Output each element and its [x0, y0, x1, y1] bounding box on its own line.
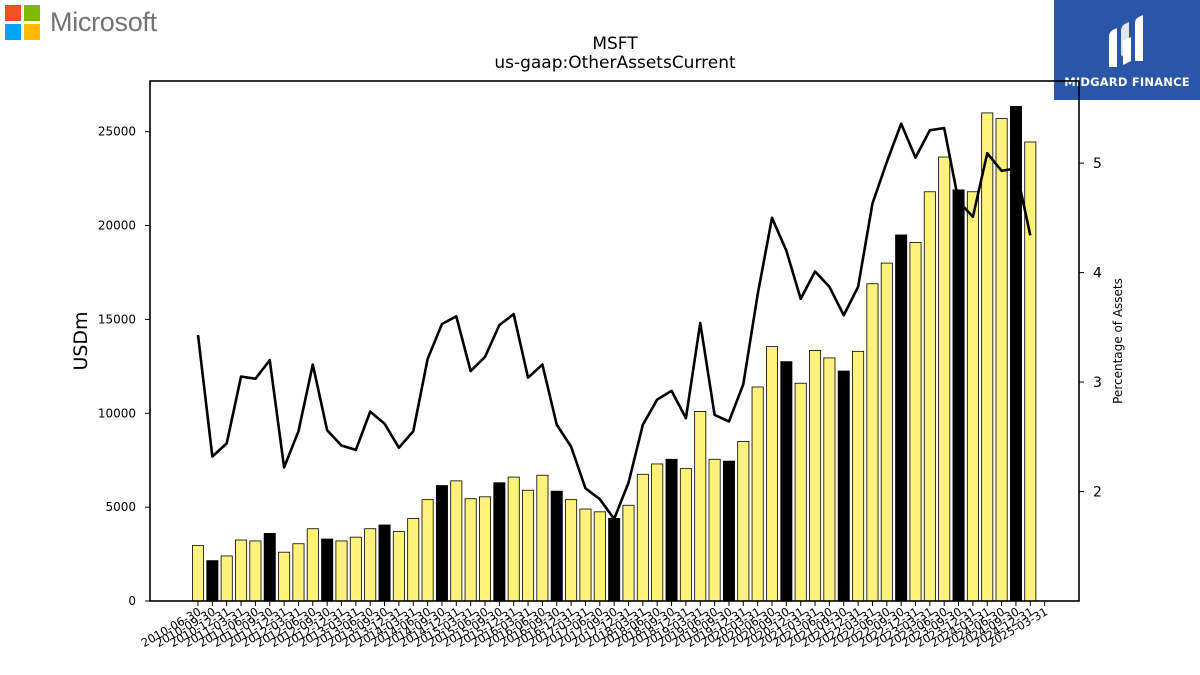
bar — [478, 496, 491, 602]
bar — [636, 473, 649, 602]
bar — [966, 191, 979, 602]
y2-axis-label: Percentage of Assets — [1111, 278, 1125, 404]
y-tick-label: 5000 — [105, 500, 136, 514]
chart-subtitle: us-gaap:OtherAssetsCurrent — [494, 53, 736, 73]
bar — [866, 283, 879, 602]
bar — [751, 386, 764, 602]
bar — [995, 118, 1008, 602]
bar — [435, 485, 448, 602]
midgard-finance-watermark: MIDGARD FINANCE — [1054, 0, 1200, 100]
bar — [278, 551, 291, 602]
bar — [794, 382, 807, 602]
bar — [536, 474, 549, 602]
bar — [809, 349, 822, 602]
bar — [823, 357, 836, 602]
bar — [665, 458, 678, 602]
bar — [981, 112, 994, 602]
bar — [895, 234, 908, 602]
bar — [679, 468, 692, 602]
logo-square-red — [5, 5, 21, 21]
y2-tick-label: 4 — [1093, 266, 1102, 282]
bar — [364, 528, 377, 602]
y2-tick-label: 5 — [1093, 156, 1102, 172]
bar — [938, 156, 951, 602]
bar — [522, 489, 535, 602]
logo-square-yellow — [24, 24, 40, 40]
bar — [880, 262, 893, 602]
axes: 050001000015000200002500023452010-06-302… — [98, 80, 1102, 650]
bar — [450, 480, 463, 602]
y-axis-label: USDm — [70, 311, 92, 370]
bar — [235, 539, 248, 602]
bar — [722, 460, 735, 602]
midgard-finance-text: MIDGARD FINANCE — [1064, 75, 1190, 89]
chart-title: MSFT — [592, 34, 638, 54]
bar — [191, 545, 204, 602]
logo-square-blue — [5, 24, 21, 40]
bar — [306, 528, 319, 602]
bar — [708, 458, 721, 602]
bar — [565, 499, 578, 602]
bar — [737, 441, 750, 602]
bar — [507, 476, 520, 602]
bar — [249, 540, 262, 602]
bar — [378, 524, 391, 602]
bar — [952, 189, 965, 602]
line-series — [196, 122, 1032, 521]
bar — [923, 191, 936, 602]
bar — [493, 482, 506, 602]
bar — [579, 508, 592, 602]
bar — [421, 499, 434, 602]
bar — [464, 498, 477, 602]
bar — [321, 538, 334, 602]
bar — [694, 410, 707, 602]
y2-tick-label: 2 — [1093, 485, 1102, 501]
bar — [1009, 105, 1022, 602]
bar — [593, 511, 606, 602]
bar — [263, 533, 276, 602]
bar — [608, 518, 621, 602]
bar — [837, 370, 850, 602]
y-tick-label: 25000 — [98, 125, 136, 139]
y-tick-label: 10000 — [98, 406, 136, 420]
y-tick-label: 0 — [128, 594, 136, 608]
microsoft-logo: Microsoft — [5, 5, 157, 40]
y-tick-label: 20000 — [98, 219, 136, 233]
bar — [407, 518, 420, 602]
bar — [206, 560, 219, 602]
bar — [622, 504, 635, 602]
bar — [651, 463, 664, 602]
y2-tick-label: 3 — [1093, 375, 1102, 391]
midgard-finance-logo-icon — [1109, 15, 1143, 67]
bar-series — [191, 105, 1037, 602]
logo-square-green — [24, 5, 40, 21]
bar — [766, 346, 779, 602]
y-tick-label: 15000 — [98, 312, 136, 326]
bar — [780, 361, 793, 602]
microsoft-logo-icon — [5, 5, 40, 40]
bar — [349, 536, 362, 602]
bar — [1024, 141, 1037, 602]
bar — [335, 540, 348, 602]
bar — [292, 543, 305, 602]
bar — [550, 490, 563, 602]
bar — [852, 350, 865, 602]
percentage-line — [196, 122, 1032, 521]
microsoft-logo-text: Microsoft — [50, 7, 157, 37]
bar — [909, 242, 922, 602]
bar — [220, 555, 233, 602]
bar — [392, 531, 405, 602]
